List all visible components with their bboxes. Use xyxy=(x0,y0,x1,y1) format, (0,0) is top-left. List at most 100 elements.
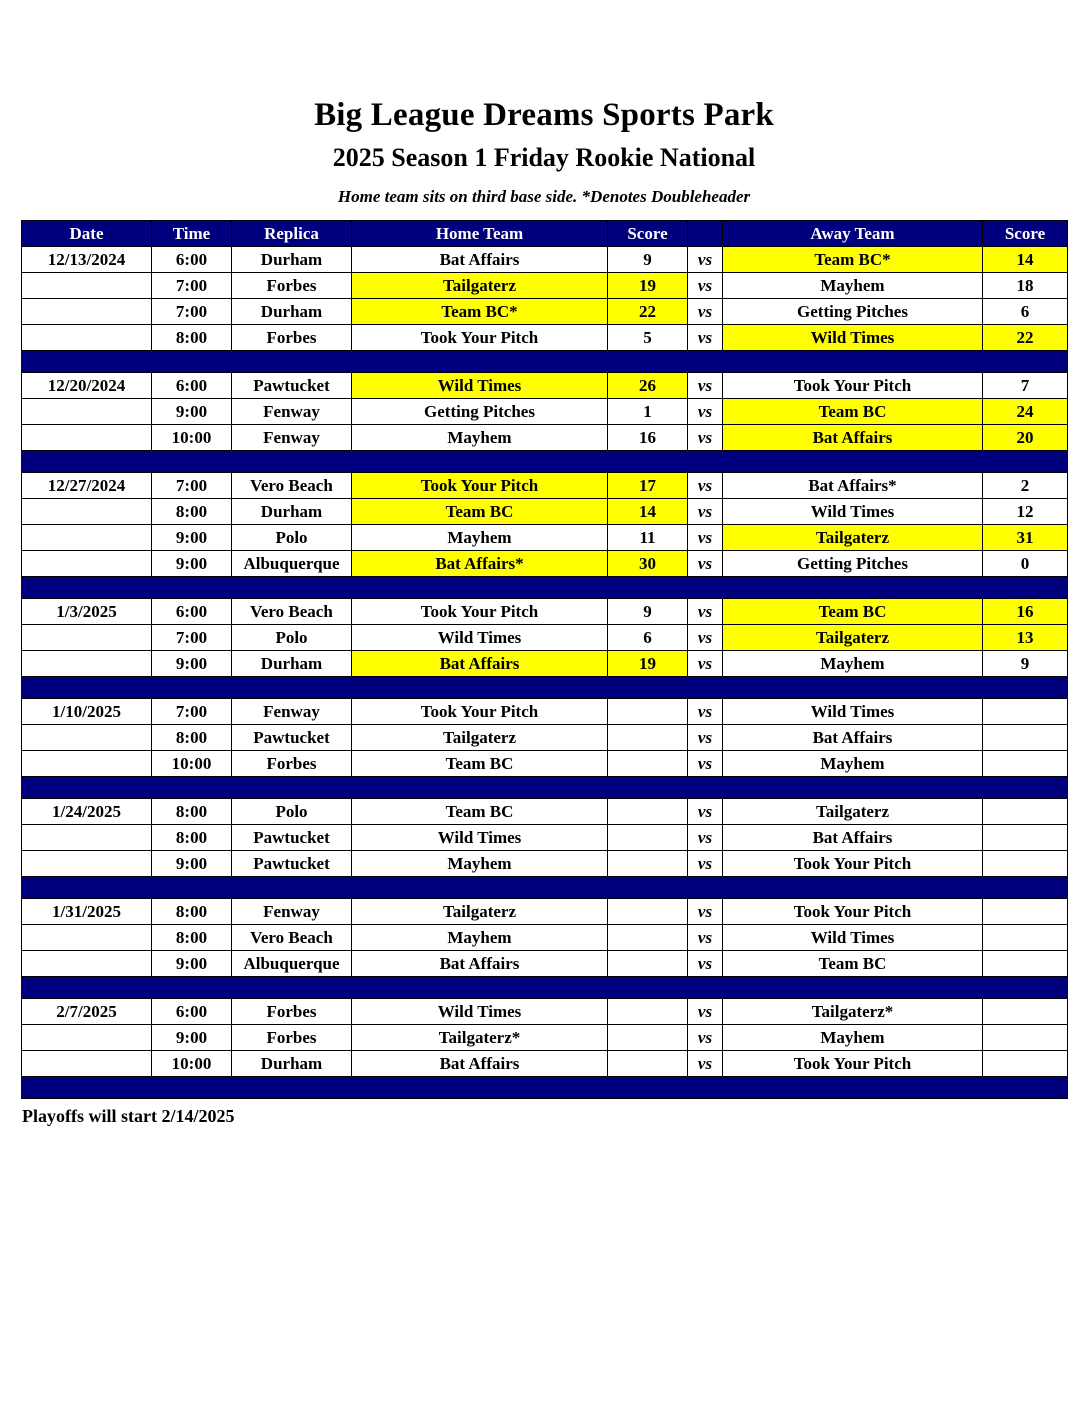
cell-away-score xyxy=(982,724,1068,752)
separator-cell xyxy=(607,876,688,900)
cell-home-team: Wild Times xyxy=(351,998,608,1026)
separator-cell xyxy=(351,576,608,600)
cell-home-score: 19 xyxy=(607,650,688,678)
cell-away-team: Tailgaterz xyxy=(722,798,983,826)
cell-away-team: Team BC xyxy=(722,598,983,626)
cell-home-score xyxy=(607,1050,688,1078)
cell-date xyxy=(21,650,152,678)
cell-home-team: Team BC* xyxy=(351,298,608,326)
cell-away-score xyxy=(982,924,1068,952)
cell-away-score: 9 xyxy=(982,650,1068,678)
cell-home-score: 19 xyxy=(607,272,688,300)
cell-replica: Durham xyxy=(231,650,352,678)
cell-away-team: Bat Affairs xyxy=(722,724,983,752)
cell-vs: vs xyxy=(687,1050,723,1078)
cell-away-score xyxy=(982,698,1068,726)
cell-date: 1/3/2025 xyxy=(21,598,152,626)
week-separator-row xyxy=(21,350,1068,374)
table-row: 8:00 Durham Team BC 14 vs Wild Times 12 xyxy=(21,498,1068,526)
week-separator-row xyxy=(21,1076,1068,1100)
cell-time: 9:00 xyxy=(151,550,232,578)
cell-away-team: Wild Times xyxy=(722,924,983,952)
separator-cell xyxy=(231,876,352,900)
cell-date xyxy=(21,524,152,552)
cell-away-team: Team BC xyxy=(722,950,983,978)
cell-away-score: 18 xyxy=(982,272,1068,300)
separator-cell xyxy=(687,676,723,700)
separator-cell xyxy=(231,676,352,700)
cell-home-score: 6 xyxy=(607,624,688,652)
cell-date: 1/31/2025 xyxy=(21,898,152,926)
cell-away-team: Wild Times xyxy=(722,324,983,352)
cell-date: 12/13/2024 xyxy=(21,246,152,274)
page-subtitle: 2025 Season 1 Friday Rookie National xyxy=(332,142,756,172)
cell-away-team: Mayhem xyxy=(722,650,983,678)
cell-away-score: 12 xyxy=(982,498,1068,526)
cell-away-score: 14 xyxy=(982,246,1068,274)
separator-cell xyxy=(151,576,232,600)
separator-cell xyxy=(982,576,1068,600)
separator-cell xyxy=(607,576,688,600)
cell-vs: vs xyxy=(687,598,723,626)
cell-date xyxy=(21,1050,152,1078)
cell-replica: Fenway xyxy=(231,424,352,452)
column-header-home-score: Score xyxy=(607,220,688,248)
cell-away-score: 2 xyxy=(982,472,1068,500)
cell-date: 12/27/2024 xyxy=(21,472,152,500)
week-separator-row xyxy=(21,576,1068,600)
cell-vs: vs xyxy=(687,798,723,826)
table-row: 1/24/2025 8:00 Polo Team BC vs Tailgaterz xyxy=(21,798,1068,826)
cell-date: 2/7/2025 xyxy=(21,998,152,1026)
cell-away-team: Tailgaterz xyxy=(722,624,983,652)
cell-home-team: Bat Affairs xyxy=(351,950,608,978)
table-row: 1/31/2025 8:00 Fenway Tailgaterz vs Took Your… xyxy=(21,898,1068,926)
cell-vs: vs xyxy=(687,324,723,352)
week-separator-row xyxy=(21,676,1068,700)
column-header-away-team: Away Team xyxy=(722,220,983,248)
table-row: 7:00 Durham Team BC* 22 vs Getting Pitches 6 xyxy=(21,298,1068,326)
table-row: 10:00 Durham Bat Affairs vs Took Your Pitch xyxy=(21,1050,1068,1078)
cell-home-team: Took Your Pitch xyxy=(351,472,608,500)
separator-cell xyxy=(351,1076,608,1100)
cell-vs: vs xyxy=(687,472,723,500)
cell-home-team: Bat Affairs xyxy=(351,246,608,274)
separator-cell xyxy=(151,450,232,474)
cell-home-team: Bat Affairs xyxy=(351,1050,608,1078)
cell-time: 9:00 xyxy=(151,950,232,978)
cell-away-team: Bat Affairs xyxy=(722,424,983,452)
separator-cell xyxy=(607,1076,688,1100)
cell-time: 8:00 xyxy=(151,798,232,826)
cell-time: 10:00 xyxy=(151,1050,232,1078)
cell-replica: Forbes xyxy=(231,750,352,778)
cell-away-score: 20 xyxy=(982,424,1068,452)
separator-cell xyxy=(722,776,983,800)
separator-cell xyxy=(21,776,152,800)
cell-away-score xyxy=(982,750,1068,778)
cell-away-score xyxy=(982,824,1068,852)
cell-replica: Fenway xyxy=(231,898,352,926)
cell-date xyxy=(21,498,152,526)
cell-date: 12/20/2024 xyxy=(21,372,152,400)
cell-away-score: 16 xyxy=(982,598,1068,626)
week-separator-row xyxy=(21,776,1068,800)
cell-replica: Pawtucket xyxy=(231,850,352,878)
cell-home-team: Tailgaterz xyxy=(351,898,608,926)
cell-date xyxy=(21,850,152,878)
table-row: 9:00 Forbes Tailgaterz* vs Mayhem xyxy=(21,1024,1068,1052)
cell-home-score: 1 xyxy=(607,398,688,426)
cell-replica: Forbes xyxy=(231,324,352,352)
cell-replica: Durham xyxy=(231,298,352,326)
cell-replica: Pawtucket xyxy=(231,372,352,400)
cell-away-team: Took Your Pitch xyxy=(722,898,983,926)
cell-home-score: 11 xyxy=(607,524,688,552)
table-row: 8:00 Forbes Took Your Pitch 5 vs Wild Times 22 xyxy=(21,324,1068,352)
cell-replica: Fenway xyxy=(231,398,352,426)
cell-vs: vs xyxy=(687,424,723,452)
table-row: 10:00 Forbes Team BC vs Mayhem xyxy=(21,750,1068,778)
cell-home-team: Mayhem xyxy=(351,524,608,552)
cell-replica: Forbes xyxy=(231,272,352,300)
cell-home-team: Team BC xyxy=(351,750,608,778)
cell-time: 8:00 xyxy=(151,924,232,952)
cell-home-score xyxy=(607,724,688,752)
